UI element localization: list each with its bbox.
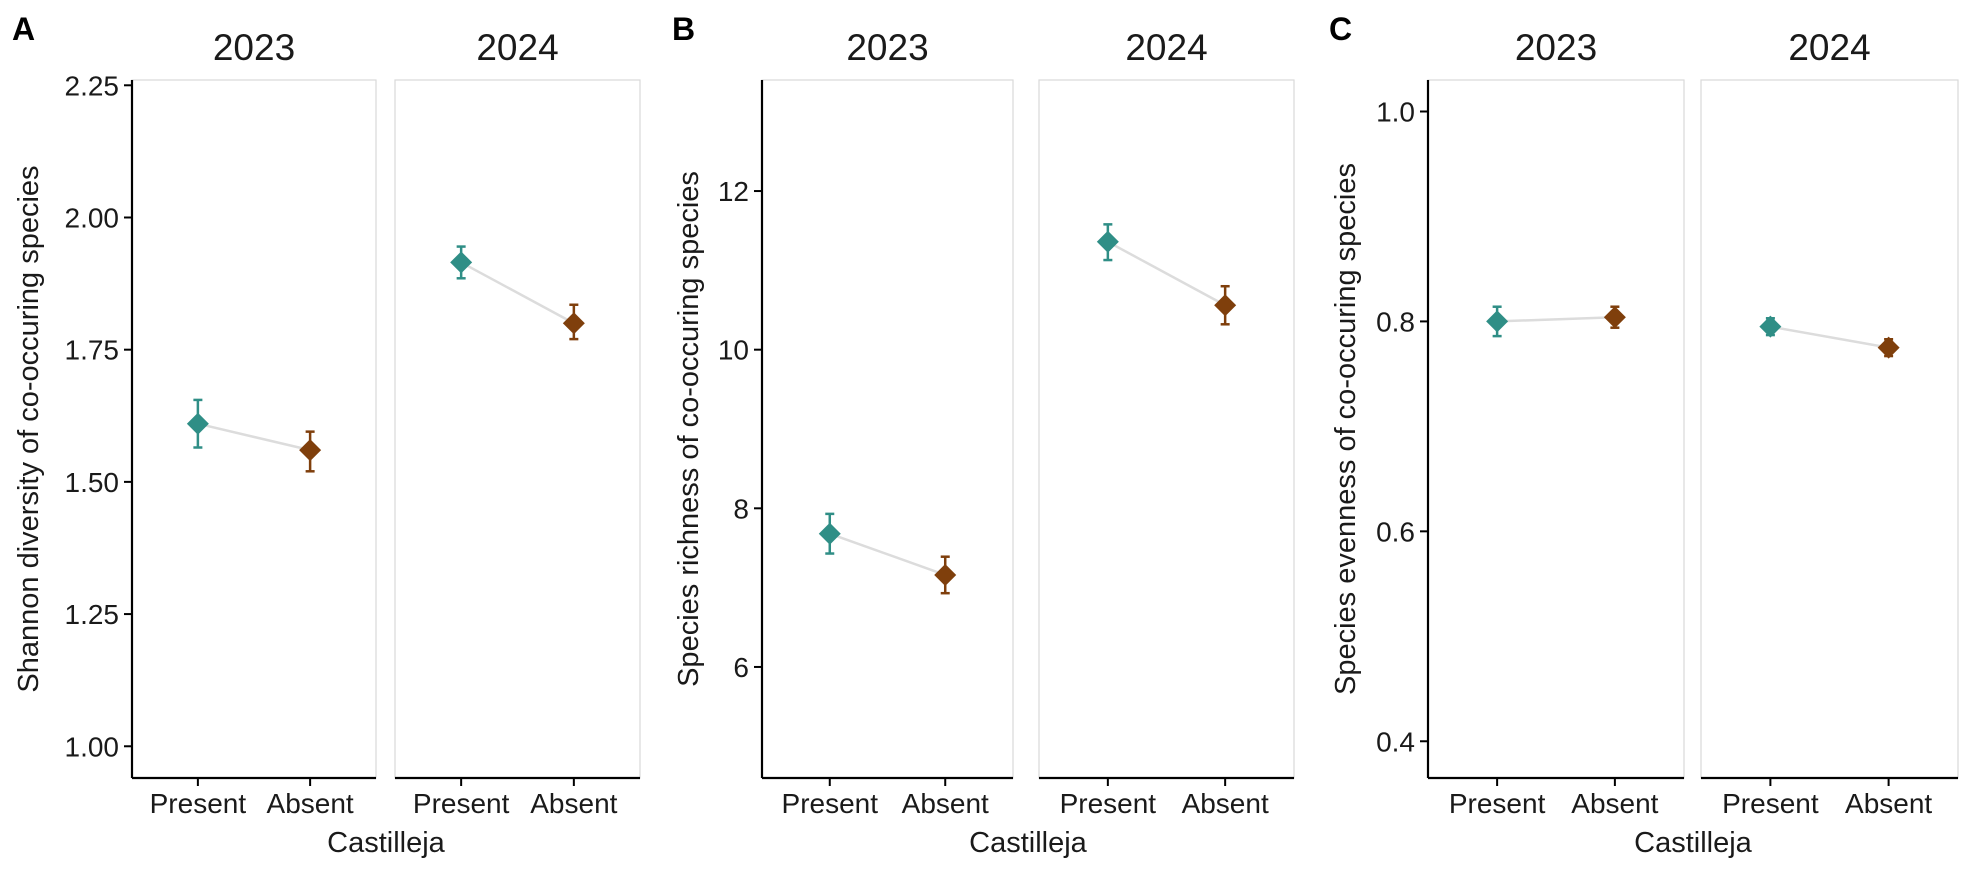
panel-letter: A <box>12 11 35 47</box>
facet-2023: 2023 Present Absent <box>762 27 1013 819</box>
facet-frame <box>761 79 1014 779</box>
facet-frame <box>1700 79 1959 779</box>
y-tick-label: 12 <box>718 176 749 207</box>
panel-letter: C <box>1329 11 1352 47</box>
facet-title: 2023 <box>213 27 295 68</box>
point-present <box>186 412 209 435</box>
x-tick-label: Absent <box>1845 788 1932 819</box>
point-present <box>1096 230 1119 253</box>
x-tick-label: Present <box>150 788 247 819</box>
facet-frame <box>394 79 641 779</box>
connector-line <box>1770 325 1889 349</box>
connector-line <box>1107 240 1226 307</box>
y-tick-label: 1.75 <box>65 335 120 366</box>
connector-line <box>197 422 311 452</box>
facet-frame <box>131 79 377 779</box>
point-present <box>1759 315 1782 338</box>
panel-c: C 0.4 0.6 0.8 1.0 Species evenness of co-occu… <box>1329 11 1959 859</box>
x-tick-label: Present <box>1722 788 1819 819</box>
y-tick-label: 0.8 <box>1376 306 1415 337</box>
panel-b: B 6 8 10 12 Species richness of co-occuring s… <box>672 11 1295 859</box>
facet-frame <box>1038 79 1295 779</box>
x-axis-title: Castilleja <box>1634 827 1753 859</box>
y-tick-label: 0.4 <box>1376 726 1415 757</box>
x-tick-label: Present <box>413 788 510 819</box>
y-tick-label: 1.00 <box>65 731 120 762</box>
facet-title: 2023 <box>846 27 928 68</box>
panel-letter: B <box>672 11 695 47</box>
x-tick-label: Present <box>1060 788 1157 819</box>
y-tick-label: 8 <box>733 493 749 524</box>
x-axis-title: Castilleja <box>969 827 1088 859</box>
facet-2024: 2024 Present Absent <box>395 27 640 819</box>
panel-a: A 1.00 1.25 1.50 1.75 2.00 2.25 Shannon diversi… <box>12 11 641 859</box>
facet-title: 2024 <box>1125 27 1207 68</box>
point-absent <box>562 312 585 335</box>
y-tick-label: 0.6 <box>1376 516 1415 547</box>
x-tick-label: Absent <box>1571 788 1658 819</box>
point-absent <box>299 439 322 462</box>
x-tick-label: Absent <box>1182 788 1269 819</box>
point-absent <box>1214 294 1237 317</box>
point-present <box>450 251 473 274</box>
y-tick-label: 1.0 <box>1376 96 1415 127</box>
facet-2023: 2023 Present Absent <box>132 27 376 819</box>
y-tick-label: 2.25 <box>65 70 120 101</box>
y-tick-label: 6 <box>733 652 749 683</box>
y-tick-label: 1.25 <box>65 599 120 630</box>
point-present <box>1486 310 1509 333</box>
x-tick-label: Present <box>1449 788 1546 819</box>
x-tick-label: Absent <box>267 788 354 819</box>
facet-frame <box>1427 79 1685 779</box>
facet-2024: 2024 Present Absent <box>1701 27 1958 819</box>
facet-title: 2024 <box>476 27 558 68</box>
x-axis-title: Castilleja <box>327 827 446 859</box>
connector-line <box>1497 315 1615 323</box>
facet-title: 2024 <box>1788 27 1870 68</box>
y-axis-title: Shannon diversity of co-occuring species <box>13 165 45 692</box>
facet-2024: 2024 Present Absent <box>1039 27 1294 819</box>
point-absent <box>1603 306 1626 329</box>
y-axis-title: Species evenness of co-occuring species <box>1330 163 1362 695</box>
y-tick-label: 10 <box>718 335 749 366</box>
point-absent <box>1877 336 1900 359</box>
point-present <box>818 522 841 545</box>
x-tick-label: Present <box>782 788 879 819</box>
x-tick-label: Absent <box>530 788 617 819</box>
y-tick-label: 2.00 <box>65 202 120 233</box>
facet-2023: 2023 Present Absent <box>1428 27 1684 819</box>
connector-line <box>460 261 575 325</box>
y-axis-title: Species richness of co-occuring species <box>673 171 705 687</box>
point-absent <box>934 563 957 586</box>
y-tick-label: 1.50 <box>65 467 120 498</box>
facet-title: 2023 <box>1515 27 1597 68</box>
connector-line <box>829 532 946 577</box>
x-tick-label: Absent <box>902 788 989 819</box>
